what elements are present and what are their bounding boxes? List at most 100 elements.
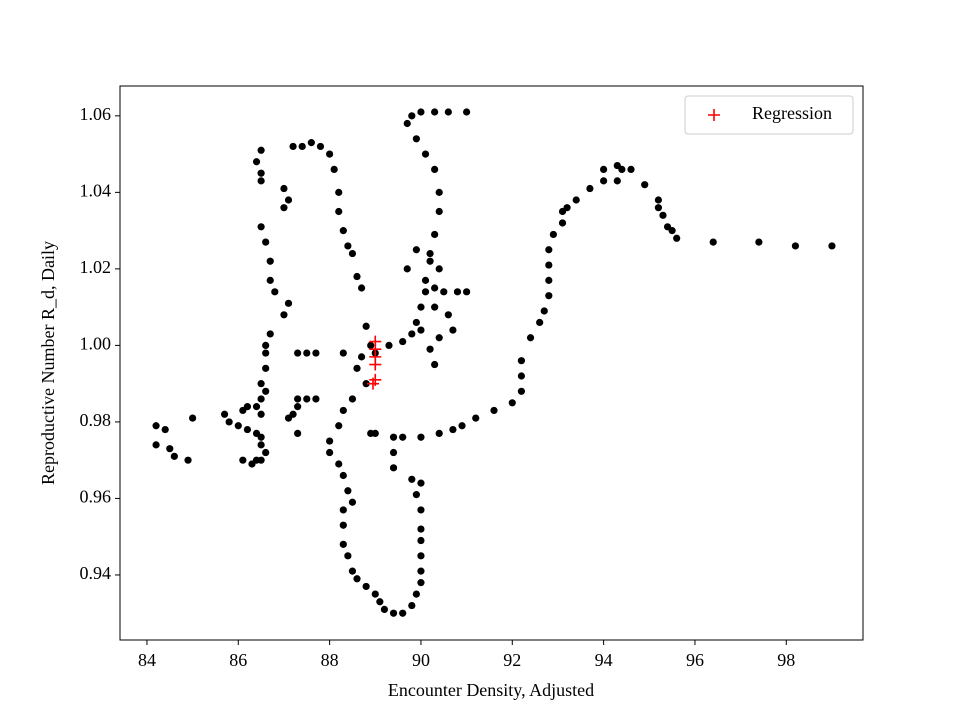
point bbox=[426, 345, 434, 353]
point bbox=[472, 414, 480, 422]
point bbox=[376, 598, 384, 606]
point bbox=[417, 326, 425, 334]
point bbox=[417, 433, 425, 441]
point bbox=[517, 387, 526, 395]
y-tick-label: 1.02 bbox=[80, 257, 112, 277]
point bbox=[421, 288, 430, 296]
point bbox=[348, 567, 357, 575]
point bbox=[344, 242, 352, 250]
point bbox=[257, 169, 265, 177]
point bbox=[435, 188, 443, 196]
point bbox=[298, 142, 306, 151]
plus-marker bbox=[369, 358, 382, 371]
point bbox=[408, 330, 416, 338]
point bbox=[220, 410, 229, 418]
point bbox=[458, 422, 466, 430]
point bbox=[335, 422, 343, 430]
point bbox=[257, 395, 265, 403]
point bbox=[239, 456, 247, 464]
point bbox=[673, 234, 681, 242]
point bbox=[353, 575, 361, 583]
point bbox=[791, 242, 800, 250]
point bbox=[335, 460, 343, 468]
point bbox=[412, 318, 420, 327]
point bbox=[545, 276, 553, 284]
point bbox=[536, 318, 544, 327]
point bbox=[348, 395, 357, 403]
point bbox=[586, 184, 594, 193]
x-tick-label: 90 bbox=[412, 650, 430, 670]
point bbox=[339, 506, 347, 514]
point bbox=[243, 425, 252, 434]
point bbox=[252, 403, 261, 411]
point bbox=[367, 341, 375, 350]
point bbox=[248, 460, 256, 468]
point bbox=[280, 311, 288, 319]
point bbox=[243, 403, 252, 411]
point bbox=[266, 257, 274, 265]
point bbox=[289, 410, 297, 418]
y-tick-label: 0.94 bbox=[80, 563, 112, 583]
x-axis-label: Encounter Density, Adjusted bbox=[388, 680, 594, 700]
point bbox=[262, 387, 270, 395]
point bbox=[627, 165, 635, 174]
point bbox=[262, 448, 270, 457]
point bbox=[668, 227, 676, 235]
point bbox=[326, 437, 334, 445]
x-tick-label: 94 bbox=[595, 650, 613, 670]
point bbox=[431, 108, 439, 116]
point bbox=[449, 425, 457, 434]
point bbox=[389, 464, 398, 472]
point bbox=[262, 341, 270, 350]
point bbox=[417, 506, 425, 514]
point bbox=[266, 276, 274, 284]
point bbox=[312, 349, 320, 357]
point bbox=[280, 204, 288, 212]
plus-marker bbox=[366, 377, 379, 390]
point bbox=[284, 196, 293, 204]
point bbox=[353, 272, 361, 281]
point bbox=[431, 303, 439, 311]
point bbox=[380, 605, 389, 613]
point bbox=[312, 395, 320, 403]
point bbox=[403, 265, 411, 273]
point bbox=[517, 357, 526, 365]
point bbox=[335, 207, 343, 216]
point bbox=[828, 242, 836, 250]
point bbox=[316, 142, 325, 151]
point bbox=[431, 165, 439, 174]
x-tick-label: 86 bbox=[229, 650, 247, 670]
point bbox=[257, 456, 265, 464]
point bbox=[357, 353, 366, 361]
x-tick-label: 98 bbox=[777, 650, 795, 670]
point bbox=[257, 410, 265, 418]
point bbox=[257, 380, 265, 388]
point bbox=[408, 601, 416, 610]
point bbox=[389, 609, 398, 617]
point bbox=[435, 207, 443, 216]
point bbox=[654, 196, 663, 204]
point bbox=[307, 139, 315, 147]
point bbox=[252, 158, 261, 166]
point bbox=[613, 177, 621, 185]
legend-box bbox=[684, 95, 854, 135]
point bbox=[257, 433, 265, 441]
point bbox=[408, 112, 416, 120]
point bbox=[161, 425, 169, 434]
point bbox=[545, 246, 553, 254]
point bbox=[339, 471, 347, 480]
point bbox=[426, 257, 434, 265]
point bbox=[444, 108, 452, 116]
point bbox=[280, 184, 288, 193]
point bbox=[266, 330, 274, 338]
point bbox=[449, 326, 457, 334]
point bbox=[431, 284, 439, 292]
x-tick-label: 92 bbox=[503, 650, 521, 670]
y-tick-label: 0.96 bbox=[80, 487, 112, 507]
point bbox=[659, 211, 667, 219]
point bbox=[257, 223, 265, 231]
point bbox=[371, 429, 379, 437]
point bbox=[426, 249, 434, 258]
point bbox=[417, 579, 425, 587]
point bbox=[641, 181, 649, 189]
